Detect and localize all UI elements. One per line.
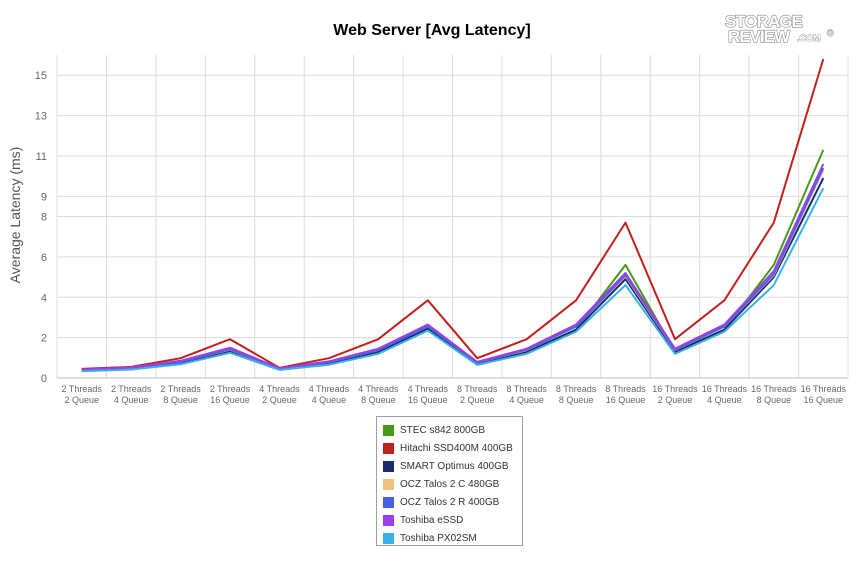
x-tick-label: 8 Queue	[163, 395, 198, 405]
x-tick-label: 2 Threads	[210, 384, 251, 394]
x-tick-label: 4 Threads	[259, 384, 300, 394]
y-tick-label: 11	[36, 151, 47, 163]
x-tick-label: 4 Threads	[309, 384, 350, 394]
y-tick-label: 2	[41, 333, 47, 345]
legend-item: Hitachi SSD400M 400GB	[383, 439, 522, 457]
legend-item: SMART Optimus 400GB	[383, 457, 522, 475]
x-tick-label: 4 Threads	[408, 384, 449, 394]
y-tick-labels: 0 2 4 6 8 9 11 13 15	[35, 70, 47, 385]
series-line-smart-optimus-400gb	[81, 177, 825, 372]
y-axis-label: Average Latency (ms)	[7, 147, 23, 284]
legend-swatch	[383, 478, 394, 490]
legend-swatch	[383, 532, 394, 544]
series-line-ocz-talos-2-r-400gb	[81, 167, 825, 371]
x-tick-label: 4 Queue	[114, 395, 149, 405]
y-tick-label: 4	[41, 292, 47, 304]
legend-swatch	[383, 424, 394, 436]
series-lines	[81, 58, 825, 373]
legend-swatch	[383, 442, 394, 454]
x-tick-label: 2 Threads	[62, 384, 103, 394]
x-tick-label: 8 Threads	[457, 384, 498, 394]
x-tick-label: 16 Threads	[652, 384, 698, 394]
y-tick-label: 15	[35, 70, 47, 82]
legend-label: SMART Optimus 400GB	[400, 460, 509, 472]
legend-label: Hitachi SSD400M 400GB	[400, 442, 513, 454]
x-tick-label: 16 Queue	[804, 395, 844, 405]
x-tick-label: 16 Queue	[408, 395, 448, 405]
series-line-toshiba-px02sm	[81, 187, 825, 373]
storagereview-logo: STORAGE REVIEW .COM ®	[724, 11, 834, 46]
y-tick-label: 8	[41, 212, 47, 224]
x-tick-label: 8 Threads	[506, 384, 547, 394]
logo-suffix: .COM	[797, 33, 821, 43]
y-tick-label: 0	[41, 373, 47, 385]
grid	[56, 55, 849, 379]
y-tick-label: 9	[41, 191, 47, 203]
x-tick-label: 4 Threads	[358, 384, 399, 394]
legend-swatch	[383, 514, 394, 526]
legend-label: OCZ Talos 2 C 480GB	[400, 478, 500, 490]
x-tick-label: 8 Queue	[361, 395, 396, 405]
series-line-toshiba-essd	[81, 163, 825, 371]
legend-label: Toshiba PX02SM	[400, 532, 477, 544]
x-tick-label: 8 Threads	[605, 384, 646, 394]
x-tick-label: 2 Queue	[262, 395, 297, 405]
legend-item: Toshiba PX02SM	[383, 529, 522, 547]
logo-mark: ®	[827, 28, 834, 38]
legend-item: OCZ Talos 2 C 480GB	[383, 475, 522, 493]
x-tick-label: 16 Threads	[801, 384, 847, 394]
y-tick-label: 6	[41, 252, 47, 264]
legend: STEC s842 800GB Hitachi SSD400M 400GB SMAR…	[376, 416, 523, 546]
logo-line2: REVIEW	[728, 27, 791, 46]
x-tick-label: 16 Queue	[210, 395, 250, 405]
x-tick-label: 4 Queue	[509, 395, 544, 405]
x-tick-label: 2 Queue	[658, 395, 693, 405]
chart-title: Web Server [Avg Latency]	[333, 22, 530, 39]
legend-label: STEC s842 800GB	[400, 424, 486, 436]
legend-item: STEC s842 800GB	[383, 421, 522, 439]
legend-item: OCZ Talos 2 R 400GB	[383, 493, 522, 511]
x-tick-label: 2 Queue	[64, 395, 99, 405]
legend-item: Toshiba eSSD	[383, 511, 522, 529]
x-tick-label: 4 Queue	[707, 395, 742, 405]
legend-swatch	[383, 460, 394, 472]
legend-label: Toshiba eSSD	[400, 514, 464, 526]
x-tick-label: 8 Queue	[559, 395, 594, 405]
x-tick-label: 4 Queue	[312, 395, 347, 405]
legend-swatch	[383, 496, 394, 508]
x-tick-label: 16 Threads	[702, 384, 748, 394]
x-tick-label: 2 Queue	[460, 395, 495, 405]
x-tick-label: 8 Threads	[556, 384, 597, 394]
x-tick-label: 16 Queue	[606, 395, 646, 405]
x-tick-label: 16 Threads	[751, 384, 797, 394]
x-tick-label: 8 Queue	[757, 395, 792, 405]
y-tick-label: 13	[35, 111, 47, 123]
legend-label: OCZ Talos 2 R 400GB	[400, 496, 500, 508]
logo-line1: STORAGE	[725, 12, 802, 31]
x-tick-label: 2 Threads	[160, 384, 201, 394]
x-tick-label: 2 Threads	[111, 384, 152, 394]
series-line-hitachi-ssd400m-400gb	[81, 58, 825, 370]
